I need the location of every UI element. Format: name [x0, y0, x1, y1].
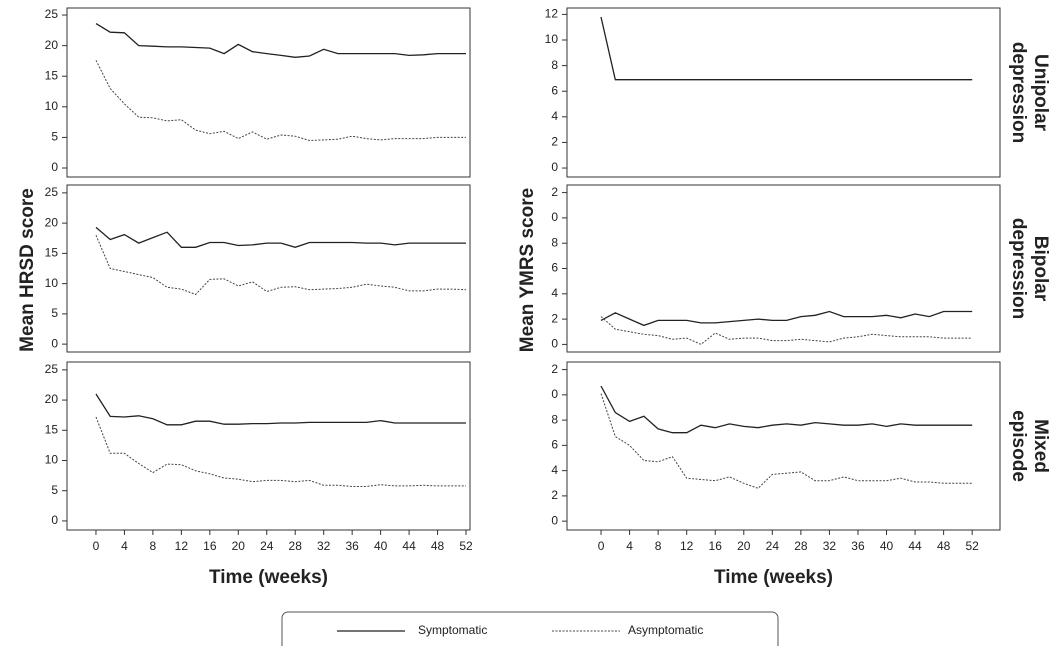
- x-tick-label: 16: [709, 539, 723, 553]
- legend-label: Symptomatic: [418, 623, 487, 637]
- plot-frame: [66, 184, 471, 353]
- row-label: Unipolar: [1030, 54, 1051, 132]
- y-tick-label: 6: [551, 83, 558, 97]
- legend-box: [281, 611, 779, 646]
- x-tick-label: 20: [232, 539, 246, 553]
- series-line: [95, 235, 467, 296]
- x-tick-label: 4: [626, 539, 633, 553]
- y-tick-label: 0: [51, 513, 58, 527]
- series-line: [95, 393, 466, 426]
- series-line: [600, 316, 973, 345]
- y-tick-label: 0: [551, 513, 558, 527]
- x-tick-label: 44: [402, 539, 416, 553]
- y-tick-label: 4: [551, 109, 558, 123]
- y-tick-label: 4: [551, 286, 558, 300]
- row-label: depression: [1008, 42, 1029, 143]
- y-tick-label: 4: [551, 463, 558, 477]
- y-tick-label: 2: [551, 185, 558, 199]
- y-tick-label: 0: [551, 387, 558, 401]
- y-tick-label: 5: [51, 483, 58, 497]
- x-tick-label: 32: [317, 539, 331, 553]
- series-line: [600, 393, 973, 489]
- y-tick-label: 20: [45, 38, 59, 52]
- x-tick-label: 24: [766, 539, 780, 553]
- x-tick-label: 0: [93, 539, 100, 553]
- y-tick-label: 25: [45, 7, 59, 21]
- series-line: [95, 226, 466, 248]
- x-tick-label: 8: [655, 539, 662, 553]
- y-tick-label: 15: [45, 68, 59, 82]
- y-tick-label: 8: [551, 58, 558, 72]
- x-tick-label: 48: [937, 539, 951, 553]
- y-tick-label: 15: [45, 246, 59, 260]
- y-tick-label: 5: [51, 130, 58, 144]
- x-tick-label: 52: [965, 539, 979, 553]
- y-tick-label: 2: [551, 488, 558, 502]
- y-axis-label: Mean HRSD score: [17, 188, 38, 352]
- plot-frame: [566, 7, 1001, 178]
- y-tick-label: 10: [545, 32, 559, 46]
- row-label: Bipolar: [1030, 236, 1051, 302]
- y-tick-label: 8: [551, 412, 558, 426]
- y-tick-label: 6: [551, 438, 558, 452]
- y-tick-label: 15: [45, 422, 59, 436]
- y-tick-label: 0: [551, 210, 558, 224]
- plot-frame: [66, 361, 471, 531]
- x-tick-label: 44: [908, 539, 922, 553]
- y-tick-label: 0: [51, 336, 58, 350]
- x-tick-label: 36: [345, 539, 359, 553]
- y-tick-label: 0: [51, 160, 58, 174]
- x-tick-label: 4: [121, 539, 128, 553]
- x-tick-label: 20: [737, 539, 751, 553]
- x-axis-label: Time (weeks): [209, 567, 328, 588]
- series-line: [600, 310, 973, 327]
- y-tick-label: 8: [551, 235, 558, 249]
- x-tick-label: 0: [598, 539, 605, 553]
- y-tick-label: 25: [45, 185, 59, 199]
- row-label: episode: [1008, 410, 1029, 482]
- series-line: [95, 416, 466, 487]
- series-line: [95, 60, 466, 142]
- plot-frame: [566, 184, 1001, 353]
- y-tick-label: 12: [545, 7, 559, 21]
- y-tick-label: 2: [551, 311, 558, 325]
- row-label: depression: [1008, 218, 1029, 319]
- x-tick-label: 36: [851, 539, 865, 553]
- x-tick-label: 28: [794, 539, 808, 553]
- x-tick-label: 24: [260, 539, 274, 553]
- y-tick-label: 6: [551, 261, 558, 275]
- plot-frame: [566, 361, 1001, 531]
- y-tick-label: 25: [45, 362, 59, 376]
- y-tick-label: 20: [45, 392, 59, 406]
- legend-label: Asymptomatic: [628, 623, 703, 637]
- x-tick-label: 52: [459, 539, 473, 553]
- y-tick-label: 10: [45, 276, 59, 290]
- y-tick-label: 2: [551, 135, 558, 149]
- y-tick-label: 0: [551, 160, 558, 174]
- series-line: [600, 385, 973, 434]
- y-tick-label: 20: [45, 215, 59, 229]
- x-tick-label: 8: [150, 539, 157, 553]
- x-tick-label: 40: [880, 539, 894, 553]
- row-label: Mixed: [1030, 419, 1051, 473]
- x-tick-label: 40: [374, 539, 388, 553]
- plot-frame: [66, 7, 471, 178]
- series-line: [95, 23, 466, 58]
- y-tick-label: 5: [51, 306, 58, 320]
- y-tick-label: 0: [551, 337, 558, 351]
- x-tick-label: 32: [823, 539, 837, 553]
- y-tick-label: 10: [45, 453, 59, 467]
- x-tick-label: 16: [203, 539, 217, 553]
- x-tick-label: 12: [680, 539, 694, 553]
- x-tick-label: 28: [289, 539, 303, 553]
- x-tick-label: 48: [431, 539, 445, 553]
- x-tick-label: 12: [175, 539, 189, 553]
- series-line: [600, 16, 973, 81]
- y-tick-label: 2: [551, 362, 558, 376]
- y-tick-label: 10: [45, 99, 59, 113]
- x-axis-label: Time (weeks): [714, 567, 833, 588]
- y-axis-label: Mean YMRS score: [517, 188, 538, 352]
